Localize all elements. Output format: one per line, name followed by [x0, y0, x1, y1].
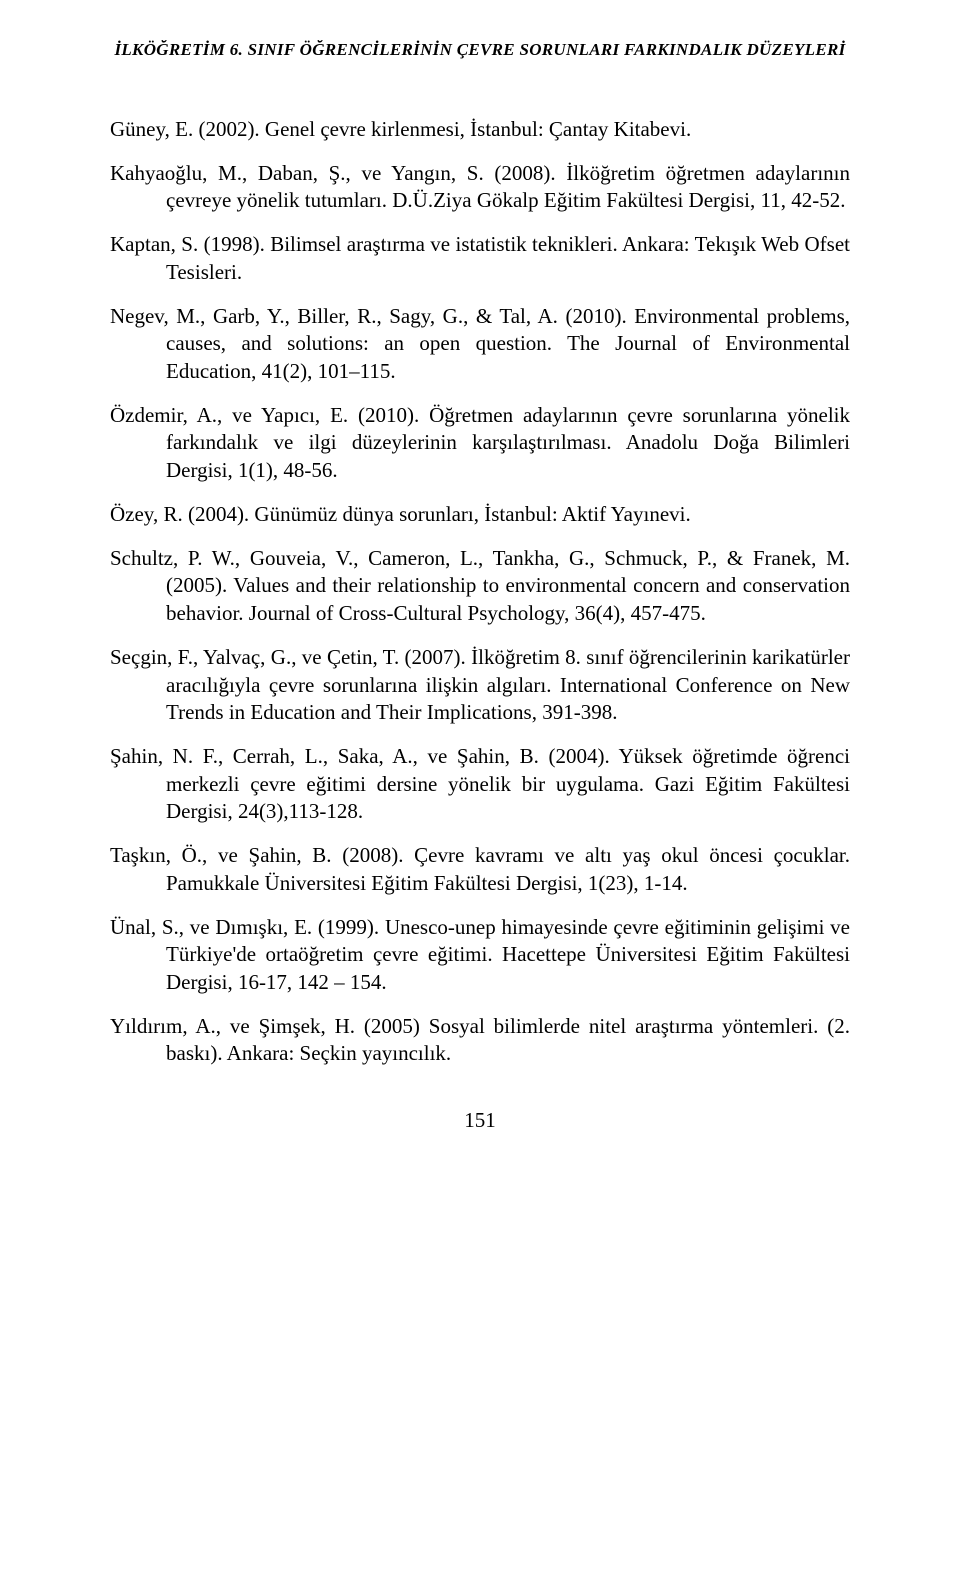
- reference-item: Şahin, N. F., Cerrah, L., Saka, A., ve Ş…: [110, 743, 850, 826]
- reference-item: Özey, R. (2004). Günümüz dünya sorunları…: [110, 501, 850, 529]
- page-header: İLKÖĞRETİM 6. SINIF ÖĞRENCİLERİNİN ÇEVRE…: [110, 40, 850, 60]
- page-number: 151: [110, 1108, 850, 1133]
- reference-item: Özdemir, A., ve Yapıcı, E. (2010). Öğret…: [110, 402, 850, 485]
- reference-item: Güney, E. (2002). Genel çevre kirlenmesi…: [110, 116, 850, 144]
- reference-item: Ünal, S., ve Dımışkı, E. (1999). Unesco-…: [110, 914, 850, 997]
- reference-item: Taşkın, Ö., ve Şahin, B. (2008). Çevre k…: [110, 842, 850, 897]
- reference-item: Kahyaoğlu, M., Daban, Ş., ve Yangın, S. …: [110, 160, 850, 215]
- reference-item: Yıldırım, A., ve Şimşek, H. (2005) Sosya…: [110, 1013, 850, 1068]
- reference-item: Kaptan, S. (1998). Bilimsel araştırma ve…: [110, 231, 850, 286]
- reference-item: Negev, M., Garb, Y., Biller, R., Sagy, G…: [110, 303, 850, 386]
- reference-item: Seçgin, F., Yalvaç, G., ve Çetin, T. (20…: [110, 644, 850, 727]
- references-list: Güney, E. (2002). Genel çevre kirlenmesi…: [110, 116, 850, 1068]
- reference-item: Schultz, P. W., Gouveia, V., Cameron, L.…: [110, 545, 850, 628]
